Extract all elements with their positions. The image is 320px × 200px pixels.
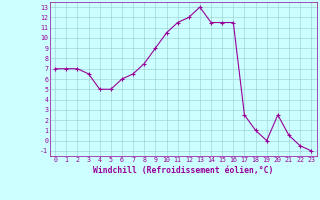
X-axis label: Windchill (Refroidissement éolien,°C): Windchill (Refroidissement éolien,°C) <box>93 166 273 175</box>
